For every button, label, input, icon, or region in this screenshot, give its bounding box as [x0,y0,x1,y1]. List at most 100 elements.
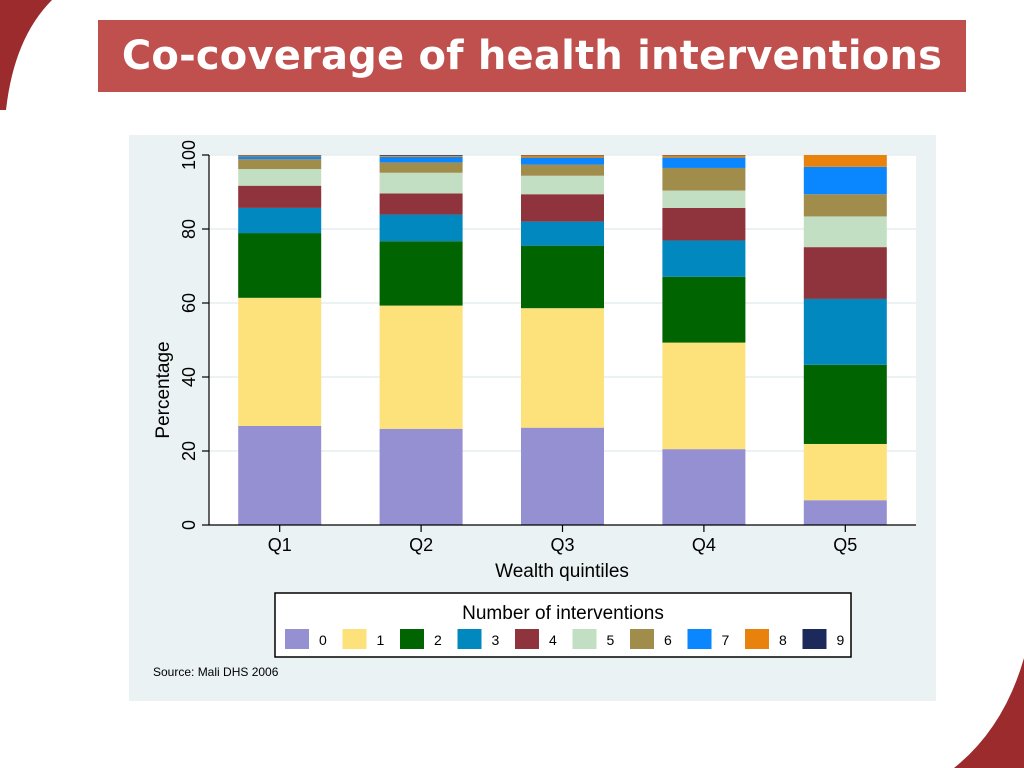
bar-segment-q4-0 [662,449,746,525]
title-banner: Co-coverage of health interventions [98,20,966,92]
legend-swatch [285,629,309,649]
bar-segment-q3-3 [521,221,604,246]
bar-segment-q2-8 [379,155,463,157]
bar-segment-q3-0 [521,427,604,525]
bar-segment-q5-8 [803,155,887,167]
bar-stack-q4 [662,155,746,525]
bar-segment-q4-3 [662,240,746,277]
source-note: Source: Mali DHS 2006 [153,665,279,679]
legend-label: 3 [492,632,500,648]
legend-item-1: 1 [342,629,385,649]
y-tick-label: 60 [179,293,199,313]
legend-swatch [630,629,654,649]
x-axis-label: Wealth quintiles [495,561,629,582]
bar-segment-q1-6 [238,159,322,170]
legend-item-0: 0 [285,629,327,649]
legend-label: 8 [779,632,787,648]
legend-item-9: 9 [802,629,845,649]
bar-segment-q5-5 [803,216,887,248]
x-tick-label: Q1 [268,535,292,555]
bar-segment-q3-8 [521,155,604,158]
bar-segment-q5-2 [803,364,887,444]
bar-segment-q1-8 [238,155,322,157]
bar-segment-q3-7 [521,157,604,165]
bar-segment-q2-9 [379,155,463,156]
chart-panel: 0 20 40 60 80 100 Q1 Q2 Q3 Q4 Q5 Percentage Wealt… [129,135,936,701]
bar-segment-q2-1 [379,305,463,429]
legend-swatch [572,629,597,649]
legend-swatch [515,629,539,649]
legend-item-6: 6 [630,629,672,649]
bar-segment-q2-7 [379,156,463,163]
bar-segment-q4-6 [662,167,746,191]
x-tick-label: Q3 [550,535,574,555]
bar-stack-q1 [238,155,322,525]
legend-label: 2 [434,632,442,648]
bar-segment-q3-4 [521,194,604,222]
y-tick-label: 80 [179,219,199,239]
bar-segment-q2-2 [379,241,463,306]
bar-segment-q5-1 [803,443,887,501]
bar-segment-q2-0 [379,428,463,525]
legend-label: 4 [549,632,557,648]
bar-segment-q1-3 [238,207,322,234]
legend-item-2: 2 [400,629,442,649]
corner-decoration-bottom-right [954,658,1024,768]
bar-segment-q5-3 [803,298,887,365]
legend-swatch [342,629,367,649]
x-tick-label: Q4 [692,535,716,555]
bar-segment-q3-6 [521,164,604,176]
bar-segment-q4-2 [662,276,746,343]
legend-label: 0 [319,632,327,648]
bar-stack-q5 [803,155,887,525]
bar-stack-q3 [521,155,604,525]
legend-label: 5 [607,632,615,648]
legend-item-8: 8 [745,629,787,649]
y-axis-label: Percentage [153,341,174,438]
bar-segment-q3-5 [521,175,604,195]
bar-segment-q1-0 [238,425,322,525]
bar-segment-q2-5 [379,172,463,194]
bar-stack-q2 [379,155,463,525]
bar-segment-q1-1 [238,297,322,426]
legend-label: 6 [664,632,672,648]
x-tick-label: Q5 [833,535,857,555]
y-tick-label: 20 [179,441,199,461]
legend-swatch [400,629,424,649]
bar-segment-q5-4 [803,247,887,299]
legend-swatch [745,629,769,649]
bar-segment-q1-4 [238,185,322,208]
legend-item-3: 3 [457,629,500,649]
bar-segment-q1-5 [238,169,322,186]
legend-item-7: 7 [687,629,730,649]
bar-segment-q1-2 [238,233,322,298]
bar-segment-q4-5 [662,190,746,208]
x-tick-label: Q2 [409,535,433,555]
legend-item-4: 4 [515,629,557,649]
legend-label: 7 [722,632,730,648]
y-tick-label: 40 [179,367,199,387]
bar-segment-q4-8 [662,155,746,158]
legend-label: 9 [837,632,845,648]
y-tick-label: 0 [179,520,199,530]
bar-segment-q5-7 [803,166,887,195]
bar-segment-q5-0 [803,500,887,525]
bar-segment-q1-7 [238,156,322,160]
slide-title: Co-coverage of health interventions [121,33,943,79]
legend-label: 1 [377,632,385,648]
bar-segment-q4-4 [662,207,746,241]
bar-segment-q2-6 [379,162,463,173]
corner-decoration-top-left [0,0,52,110]
legend-swatch [802,629,827,649]
bar-segment-q4-1 [662,342,746,450]
bar-segment-q4-7 [662,157,746,168]
legend-swatch [687,629,712,649]
legend-swatch [457,629,482,649]
bar-segment-q5-6 [803,194,887,217]
bar-segment-q2-3 [379,214,463,242]
bar-segment-q3-1 [521,308,604,428]
bar-segment-q2-4 [379,193,463,215]
bar-segment-q3-2 [521,245,604,309]
legend-title: Number of interventions [462,603,664,624]
